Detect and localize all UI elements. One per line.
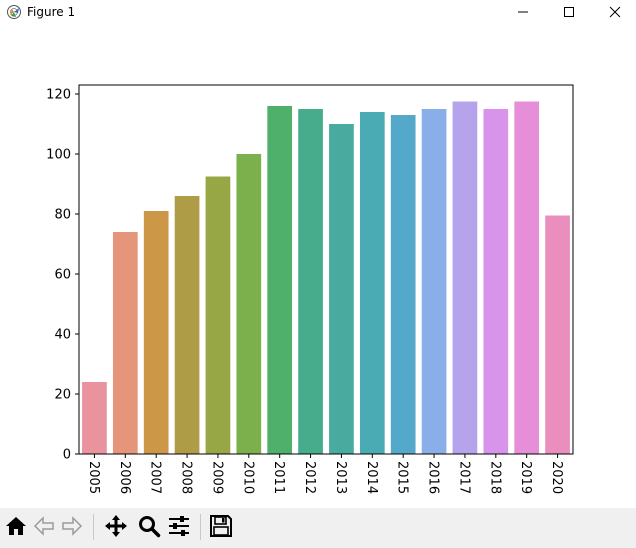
x-tick-label: 2010 xyxy=(240,461,255,494)
bar xyxy=(236,154,262,454)
y-tick-label: 100 xyxy=(46,148,71,163)
minimize-icon xyxy=(518,11,528,13)
bar xyxy=(359,112,385,454)
back-icon xyxy=(33,516,54,536)
x-tick-label: 2020 xyxy=(549,461,564,494)
bar-chart: 0 20 40 60 80 100 120 2005 2006 2007 2008 2009 2010 2… xyxy=(46,84,574,494)
configure-subplots-button[interactable] xyxy=(166,513,192,539)
forward-button[interactable] xyxy=(59,513,85,539)
navigation-toolbar xyxy=(0,508,636,548)
x-tick-label: 2019 xyxy=(518,461,533,494)
x-tick-label: 2011 xyxy=(271,461,286,494)
home-icon xyxy=(6,517,26,535)
matplotlib-app-icon xyxy=(7,5,21,19)
x-tick-label: 2007 xyxy=(148,461,163,494)
bar xyxy=(298,109,323,454)
bar xyxy=(514,101,540,454)
toolbar-divider xyxy=(200,514,201,540)
y-tick-label: 60 xyxy=(54,268,71,283)
bar xyxy=(174,196,200,454)
y-tick-label: 120 xyxy=(46,88,71,103)
maximize-button[interactable] xyxy=(546,0,592,24)
x-tick-label: 2005 xyxy=(86,461,101,494)
x-tick-label: 2018 xyxy=(487,461,502,494)
bar xyxy=(545,215,570,454)
back-button[interactable] xyxy=(31,513,57,539)
x-tick-label: 2006 xyxy=(117,461,132,494)
x-tick-label: 2013 xyxy=(333,461,348,494)
bar xyxy=(483,109,509,454)
x-tick-label: 2017 xyxy=(456,461,471,494)
bar xyxy=(390,115,416,454)
window-title: Figure 1 xyxy=(27,5,76,19)
close-icon xyxy=(609,6,621,18)
y-tick-label: 20 xyxy=(54,388,71,403)
x-tick-label: 2009 xyxy=(209,461,224,494)
y-tick-label: 0 xyxy=(63,448,71,463)
bar xyxy=(329,124,354,454)
pan-icon xyxy=(105,515,127,537)
y-tick-label: 40 xyxy=(54,328,71,343)
pan-button[interactable] xyxy=(103,513,129,539)
x-tick-label: 2015 xyxy=(395,461,410,494)
x-tick-label: 2008 xyxy=(179,461,194,494)
save-button[interactable] xyxy=(208,513,234,539)
x-tick-label: 2016 xyxy=(426,461,441,494)
bar xyxy=(143,211,169,454)
minimize-button[interactable] xyxy=(500,0,546,24)
zoom-button[interactable] xyxy=(136,513,162,539)
maximize-icon xyxy=(564,7,574,17)
home-button[interactable] xyxy=(3,513,29,539)
window-titlebar: Figure 1 xyxy=(0,0,636,24)
axes-frame xyxy=(78,84,574,455)
bar xyxy=(112,232,138,454)
bar xyxy=(452,101,478,454)
zoom-icon xyxy=(139,516,161,538)
bar xyxy=(267,106,293,454)
close-button[interactable] xyxy=(592,0,636,24)
x-tick-label: 2014 xyxy=(364,461,379,494)
forward-icon xyxy=(62,516,83,536)
x-tick-label: 2012 xyxy=(302,461,317,494)
y-tick-label: 80 xyxy=(54,208,71,223)
save-icon xyxy=(210,515,232,537)
bar xyxy=(421,109,447,454)
bar xyxy=(205,176,231,454)
figure-canvas: 0 20 40 60 80 100 120 2005 2006 2007 2008 2009 2010 2… xyxy=(0,24,636,508)
bar xyxy=(82,382,107,454)
configure-icon xyxy=(169,516,189,536)
toolbar-divider xyxy=(93,514,94,540)
